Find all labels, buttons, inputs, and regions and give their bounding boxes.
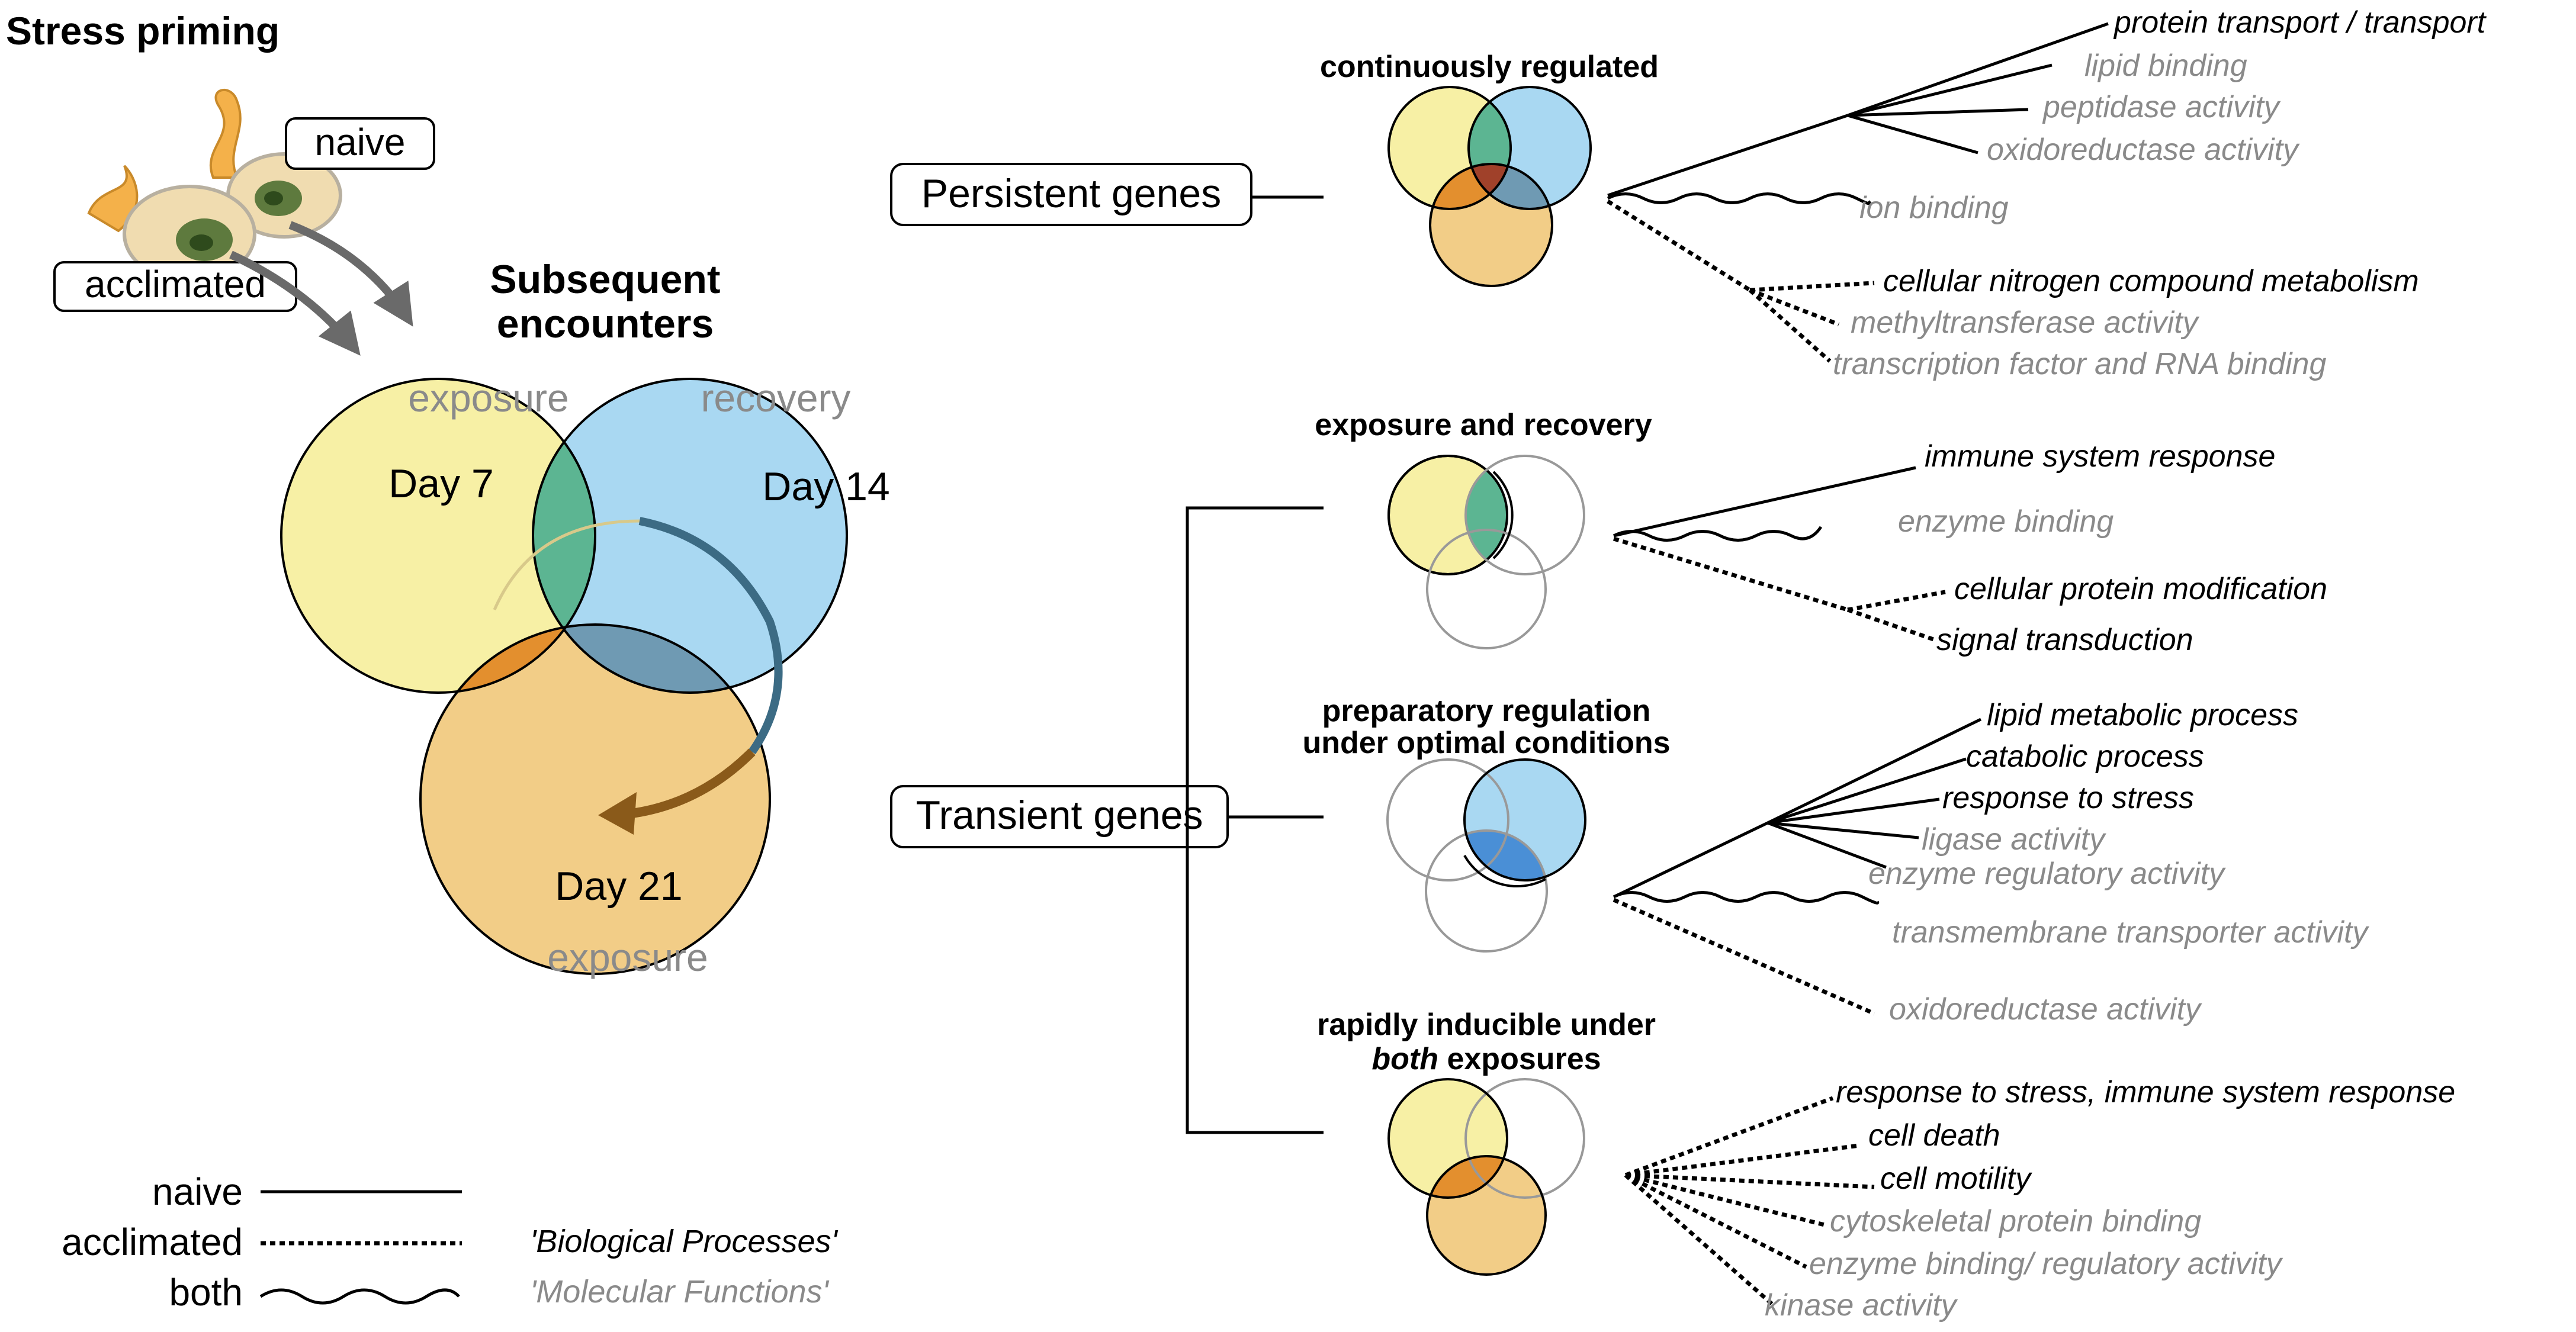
sub3-title-line1: rapidly inducible under: [1317, 1008, 1656, 1042]
subsequent-title-line1: Subsequent: [490, 257, 720, 302]
sub3-term: cytoskeletal protein binding: [1830, 1204, 2201, 1238]
persistent-term: methyltransferase activity: [1851, 305, 2200, 340]
sub3-title-rest: exposures: [1438, 1042, 1601, 1076]
persistent-term: oxidoreductase activity: [1987, 133, 2300, 167]
sub3-title-emphasis: both: [1371, 1042, 1438, 1076]
sub2-term: response to stress: [1942, 781, 2194, 815]
transient-bracket: [1186, 506, 1324, 1134]
sub2-mini-venn: [1386, 758, 1586, 953]
legend-both: both: [169, 1271, 243, 1314]
sub2-term: enzyme regulatory activity: [1868, 857, 2226, 891]
sub1-term: cellular protein modification: [1954, 572, 2327, 606]
sub2-terms: lipid metabolic process catabolic proces…: [1868, 698, 2369, 1027]
persistent-term: ion binding: [1859, 191, 2009, 225]
venn-recovery: recovery: [701, 376, 850, 420]
persistent-tree: [1607, 22, 2109, 363]
sub1-term: enzyme binding: [1898, 504, 2114, 539]
sub1-tree: [1613, 466, 1946, 642]
sub2-term: catabolic process: [1966, 739, 2204, 774]
cycle-arrow-brown: [627, 748, 756, 819]
sub3-term: kinase activity: [1765, 1288, 1958, 1323]
sub1-mini-venn: [1387, 455, 1585, 649]
priming-arrow-2: [288, 221, 413, 327]
legend-naive: naive: [152, 1170, 243, 1213]
persistent-genes-box: [890, 163, 1252, 226]
persistent-term: peptidase activity: [2042, 90, 2281, 124]
venn-exposure-top: exposure: [408, 376, 569, 420]
sub2-title-line2: under optimal conditions: [1302, 726, 1670, 760]
sub3-terms: response to stress, immune system respon…: [1765, 1075, 2455, 1323]
sub1-term: signal transduction: [1936, 623, 2193, 657]
persistent-term: transcription factor and RNA binding: [1833, 347, 2326, 381]
persistent-title: continuously regulated: [1320, 50, 1659, 84]
persistent-terms: protein transport / transport lipid bind…: [1833, 5, 2487, 381]
naive-label: naive: [315, 121, 406, 163]
acclimated-label-box: [53, 261, 297, 312]
cycle-arrow-head: [598, 792, 637, 835]
legend-mf: 'Molecular Functions': [530, 1274, 830, 1310]
subsequent-title-line2: encounters: [497, 301, 714, 346]
sub3-term: response to stress, immune system respon…: [1836, 1075, 2455, 1109]
transient-genes-label: Transient genes: [916, 793, 1203, 838]
naive-label-box: [285, 117, 435, 170]
venn-day7: Day 7: [388, 461, 494, 506]
persistent-genes-label: Persistent genes: [921, 171, 1222, 216]
sub2-term: transmembrane transporter activity: [1892, 915, 2369, 950]
cycle-arrow-light: [493, 519, 640, 610]
sub3-term: cell death: [1868, 1118, 2000, 1153]
cycle-arrow-teal: [638, 517, 783, 755]
legend: naive acclimated both 'Biological Proces…: [62, 1170, 838, 1314]
acclimated-label: acclimated: [85, 263, 266, 305]
sub3-title-line2: both exposures: [1371, 1042, 1601, 1076]
sub3-mini-venn: [1387, 1078, 1585, 1276]
venn-day14: Day 14: [762, 464, 889, 509]
sub2-tree: [1613, 718, 1982, 1016]
sub1-title: exposure and recovery: [1315, 408, 1652, 442]
venn-day21: Day 21: [555, 864, 682, 909]
main-venn: [280, 378, 848, 975]
venn-day7-circle: [281, 379, 595, 693]
legend-acclimated: acclimated: [62, 1221, 243, 1263]
persistent-term: protein transport / transport: [2113, 5, 2487, 40]
venn-exposure-bottom: exposure: [547, 935, 708, 979]
sub2-term: oxidoreductase activity: [1889, 992, 2202, 1027]
legend-bp: 'Biological Processes': [530, 1224, 839, 1259]
sub1-terms: immune system response enzyme binding ce…: [1898, 439, 2327, 657]
sub3-tree: [1624, 1096, 1875, 1307]
sub1-term: immune system response: [1925, 439, 2275, 474]
persistent-term: cellular nitrogen compound metabolism: [1883, 264, 2419, 298]
sub3-term: enzyme binding/ regulatory activity: [1809, 1247, 2283, 1281]
sub3-term: cell motility: [1880, 1162, 2032, 1196]
sub2-term: lipid metabolic process: [1987, 698, 2298, 732]
figure-title: Stress priming: [6, 9, 280, 53]
persistent-mini-venn: [1387, 86, 1592, 287]
venn-day21-circle: [420, 625, 770, 974]
persistent-term: lipid binding: [2084, 49, 2247, 83]
priming-arrow-1: [229, 250, 361, 356]
sub2-title-line1: preparatory regulation: [1322, 694, 1651, 728]
sub2-term: ligase activity: [1922, 822, 2106, 857]
